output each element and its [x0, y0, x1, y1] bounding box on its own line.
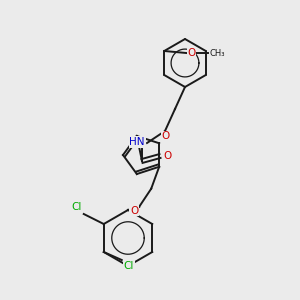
Text: O: O	[161, 131, 170, 141]
Text: Cl: Cl	[71, 202, 82, 212]
Text: O: O	[130, 206, 138, 216]
Text: CH₃: CH₃	[209, 49, 225, 58]
Text: HN: HN	[130, 137, 145, 147]
Text: Cl: Cl	[124, 261, 134, 271]
Text: O: O	[187, 48, 196, 58]
Text: O: O	[163, 151, 171, 161]
